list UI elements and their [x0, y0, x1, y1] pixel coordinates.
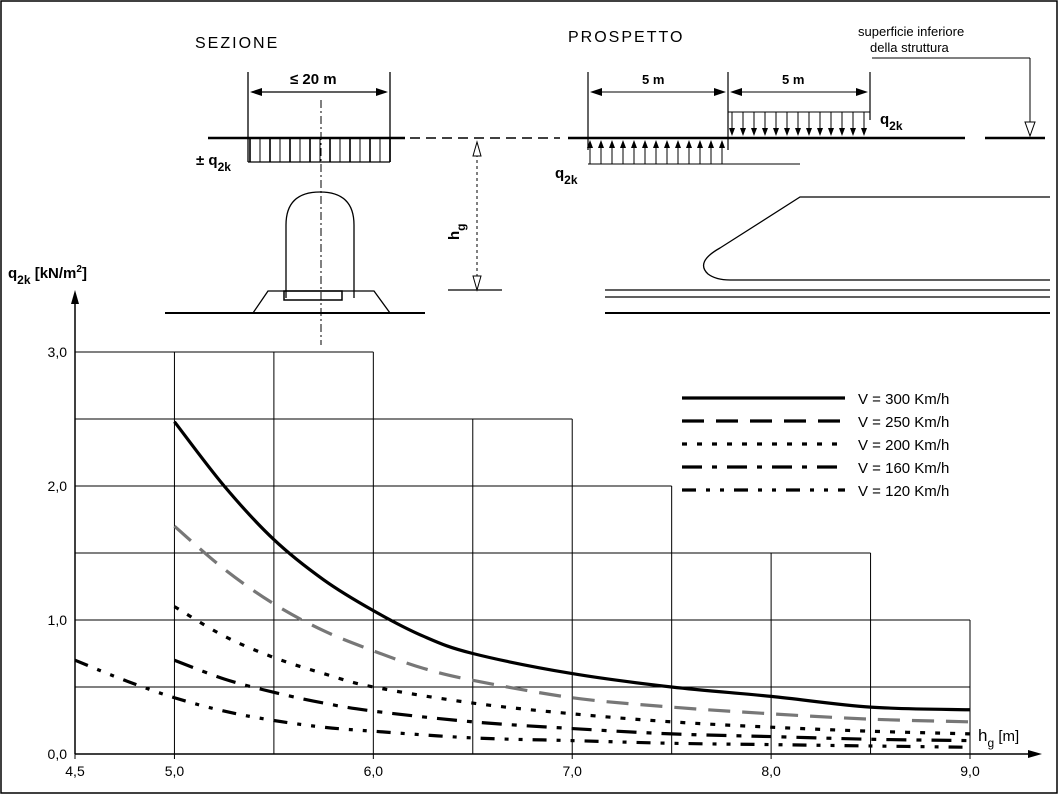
- y-tick-label: 3,0: [48, 344, 68, 360]
- suction-arrow-head: [719, 140, 725, 148]
- y-axis-arrow: [71, 290, 79, 304]
- x-tick-label: 9,0: [960, 763, 980, 779]
- legend-label: V = 120 Km/h: [858, 483, 949, 500]
- x-axis-arrow: [1028, 750, 1042, 758]
- x-tick-label: 8,0: [761, 763, 781, 779]
- section-load-hatch: [249, 138, 391, 162]
- chart-legend: V = 300 Km/h V = 250 Km/h V = 200 Km/h V = …: [682, 391, 949, 500]
- legend-label: V = 250 Km/h: [858, 414, 949, 431]
- chart: 4,5 5,0 6,0 7,0 8,0 9,0 0,0 1,0 2,0 3,0 q2k [kN/m…: [8, 264, 1042, 779]
- height-label: hg: [446, 223, 468, 240]
- pressure-arrow-head: [762, 128, 768, 136]
- surface-leader-arrow: [1024, 121, 1036, 138]
- y-tick-label: 2,0: [48, 478, 68, 494]
- series-line: [173, 420, 971, 712]
- height-arrow-top: [472, 140, 482, 157]
- chart-ticks: 4,5 5,0 6,0 7,0 8,0 9,0 0,0 1,0 2,0 3,0: [48, 344, 980, 779]
- pressure-arrow-head: [850, 128, 856, 136]
- legend-label: V = 200 Km/h: [858, 437, 949, 454]
- series-line: [74, 658, 971, 749]
- pressure-arrow-head: [828, 128, 834, 136]
- suction-arrow-head: [631, 140, 637, 148]
- section-dim-arrow-right: [376, 88, 388, 96]
- suction-arrow-head: [598, 140, 604, 148]
- legend-label: V = 300 Km/h: [858, 391, 949, 408]
- section-load-label: ± q2k: [196, 152, 231, 174]
- suction-arrow-head: [664, 140, 670, 148]
- train-nose-outline: [702, 196, 1050, 281]
- pressure-arrow-head: [839, 128, 845, 136]
- pressure-arrow-head: [740, 128, 746, 136]
- suction-arrow-head: [686, 140, 692, 148]
- suction-arrow-head: [620, 140, 626, 148]
- suction-arrow-head: [708, 140, 714, 148]
- y-tick-label: 0,0: [48, 746, 68, 762]
- span-label-left: 5 m: [642, 72, 664, 87]
- span-arrow-1b: [714, 88, 726, 96]
- x-axis-label: hg [m]: [978, 726, 1019, 750]
- series-line: [173, 524, 971, 724]
- suction-load-label: q2k: [555, 165, 578, 187]
- pressure-arrow-head: [784, 128, 790, 136]
- height-dimension: hg: [446, 140, 502, 292]
- pressure-arrow-head: [806, 128, 812, 136]
- span-arrow-2b: [856, 88, 868, 96]
- x-tick-label: 6,0: [364, 763, 384, 779]
- suction-arrow-head: [675, 140, 681, 148]
- suction-arrow-head: [653, 140, 659, 148]
- suction-arrow-head: [642, 140, 648, 148]
- pressure-arrow-head: [773, 128, 779, 136]
- pressure-arrow-head: [861, 128, 867, 136]
- section-track: [283, 290, 343, 301]
- y-axis-label: q2k [kN/m2]: [8, 264, 87, 287]
- section-diagram: SEZIONE ≤ 20 m ± q2k: [165, 35, 560, 345]
- section-ballast: [252, 290, 391, 314]
- pressure-arrows: [729, 112, 867, 136]
- span-arrow-1a: [590, 88, 602, 96]
- pressure-arrow-head: [817, 128, 823, 136]
- chart-series: [74, 420, 971, 749]
- x-tick-label: 7,0: [562, 763, 582, 779]
- suction-arrow-head: [697, 140, 703, 148]
- pressure-arrow-head: [795, 128, 801, 136]
- pressure-arrow-head: [729, 128, 735, 136]
- suction-arrow-head: [587, 140, 593, 148]
- surface-label-line2: della struttura: [870, 40, 950, 55]
- x-tick-label: 4,5: [65, 763, 85, 779]
- chart-axes: [71, 290, 1042, 758]
- suction-arrow-head: [609, 140, 615, 148]
- elevation-diagram: PROSPETTO superficie inferiore della str…: [555, 24, 1050, 314]
- legend-label: V = 160 Km/h: [858, 460, 949, 477]
- surface-label-line1: superficie inferiore: [858, 24, 964, 39]
- section-train-profile: [285, 191, 355, 298]
- pressure-arrow-head: [751, 128, 757, 136]
- chart-grid: [75, 351, 971, 754]
- x-tick-label: 5,0: [165, 763, 185, 779]
- span-label-right: 5 m: [782, 72, 804, 87]
- span-arrow-2a: [730, 88, 742, 96]
- elevation-title: PROSPETTO: [568, 29, 684, 46]
- section-width-label: ≤ 20 m: [290, 71, 337, 88]
- pressure-load-label: q2k: [880, 111, 903, 133]
- height-arrow-bottom: [472, 275, 482, 292]
- suction-arrows: [587, 140, 725, 164]
- section-title: SEZIONE: [195, 35, 279, 52]
- y-tick-label: 1,0: [48, 612, 68, 628]
- series-line: [173, 658, 971, 743]
- section-dim-arrow-left: [250, 88, 262, 96]
